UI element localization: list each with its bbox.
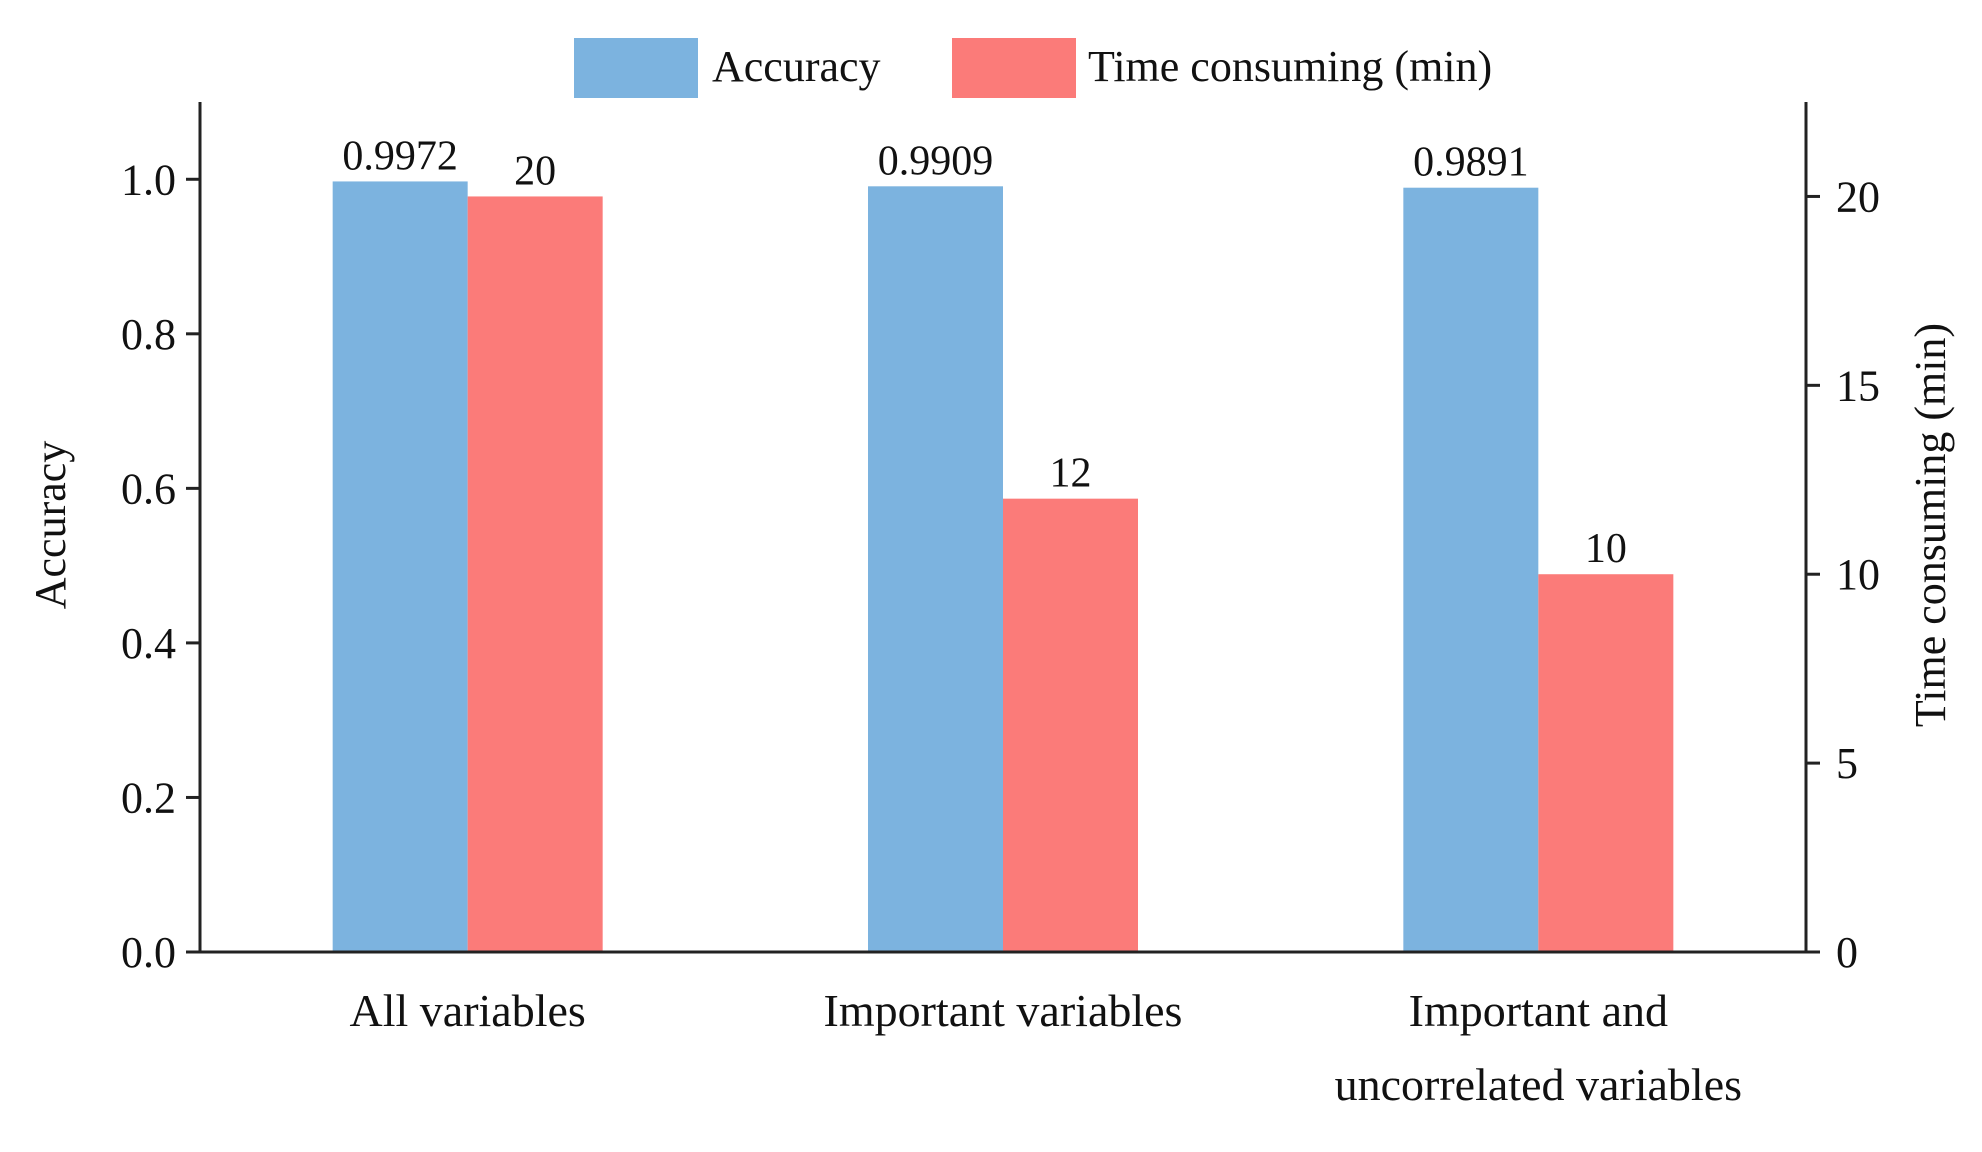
legend-swatch-time xyxy=(952,38,1076,98)
x-category-label-line: Important and xyxy=(1409,985,1668,1036)
bar-value-label-accuracy: 0.9891 xyxy=(1413,140,1529,186)
legend-swatch-accuracy xyxy=(574,38,698,98)
bar-accuracy xyxy=(332,181,468,952)
y-right-tick-label: 15 xyxy=(1836,361,1880,410)
bar-value-label-accuracy: 0.9909 xyxy=(878,138,994,184)
x-category-label-line: uncorrelated variables xyxy=(1335,1059,1742,1110)
y-left-axis-title: Accuracy xyxy=(26,441,75,610)
y-right-axis-title: Time consuming (min) xyxy=(1906,323,1955,727)
y-left-tick-label: 0.0 xyxy=(121,928,176,977)
bar-value-labels: 0.9972 20 0.9909 12 0.9891 10 xyxy=(342,133,1626,572)
y-right-tick-label: 5 xyxy=(1836,739,1858,788)
bar-value-label-accuracy: 0.9972 xyxy=(342,133,458,179)
x-category-labels: All variables Important variables Importan… xyxy=(350,985,1743,1110)
y-right-tick-label: 20 xyxy=(1836,172,1880,221)
bar-time xyxy=(1003,498,1138,952)
y-left-tick-label: 0.4 xyxy=(121,619,176,668)
x-category-label: Important and uncorrelated variables xyxy=(1335,985,1742,1110)
y-right-tick-label: 0 xyxy=(1836,928,1858,977)
y-left-tick-label: 0.6 xyxy=(121,464,176,513)
y-left-tick-label: 0.2 xyxy=(121,773,176,822)
y-right-tick-label: 10 xyxy=(1836,550,1880,599)
bar-time xyxy=(467,196,603,952)
bar-accuracy xyxy=(868,186,1003,952)
y-right-ticks: 0 5 10 15 20 xyxy=(1806,172,1880,977)
bars xyxy=(332,181,1674,953)
x-category-label: All variables xyxy=(350,985,586,1036)
legend-label-accuracy: Accuracy xyxy=(712,42,881,91)
y-left-tick-label: 0.8 xyxy=(121,310,176,359)
bar-value-label-time: 12 xyxy=(1050,451,1092,497)
bar-accuracy xyxy=(1403,187,1539,953)
bar-time xyxy=(1538,574,1674,952)
x-category-label-line: All variables xyxy=(350,985,586,1036)
x-category-label-line: Important variables xyxy=(824,985,1183,1036)
x-category-label: Important variables xyxy=(824,985,1183,1036)
legend-label-time: Time consuming (min) xyxy=(1088,42,1492,91)
y-left-ticks: 0.0 0.2 0.4 0.6 0.8 1.0 xyxy=(121,155,200,977)
y-left-tick-label: 1.0 xyxy=(121,155,176,204)
legend: Accuracy Time consuming (min) xyxy=(574,38,1492,98)
bar-value-label-time: 10 xyxy=(1585,526,1627,572)
axes xyxy=(198,102,1808,954)
bar-value-label-time: 20 xyxy=(514,148,556,194)
